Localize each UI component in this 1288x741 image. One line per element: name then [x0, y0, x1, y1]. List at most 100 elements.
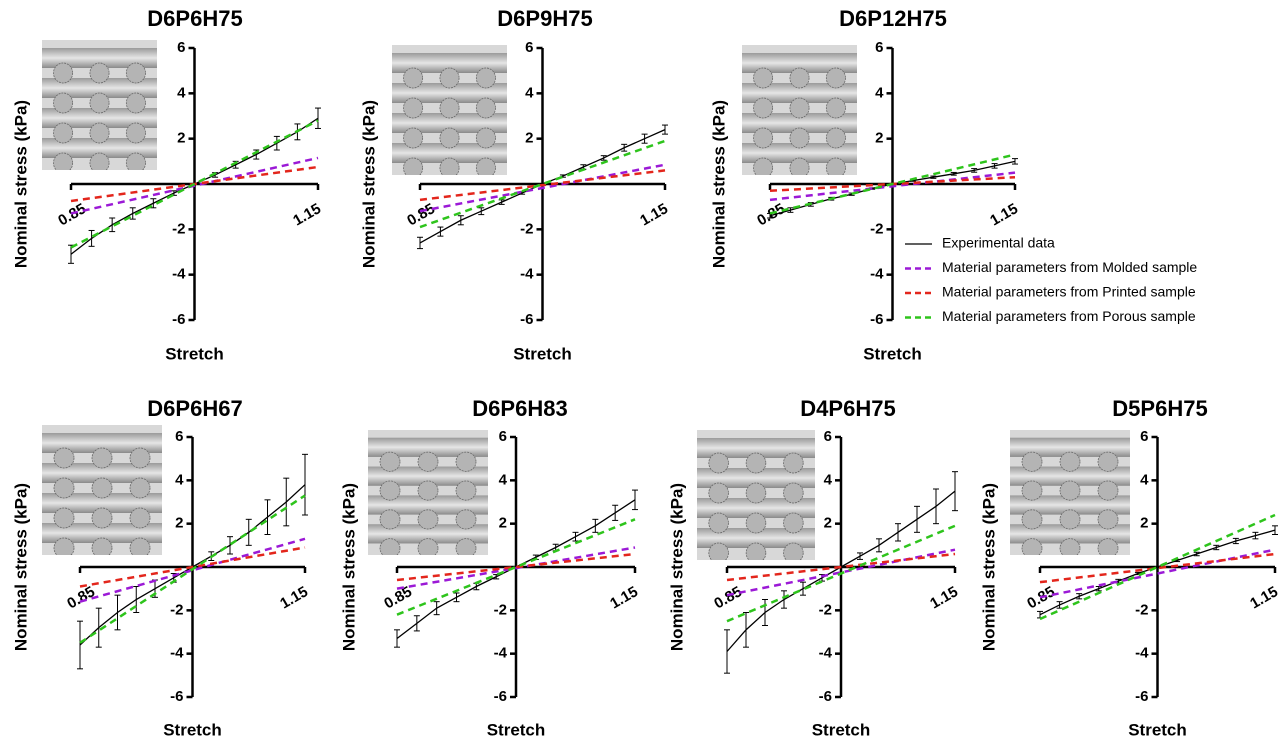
- error-bar: [724, 630, 730, 673]
- legend-label: Material parameters from Molded sample: [942, 259, 1197, 275]
- y-tick-label: 2: [499, 515, 507, 532]
- lattice-image: [742, 45, 857, 178]
- error-bar: [762, 600, 768, 626]
- y-tick-label: -4: [520, 266, 534, 283]
- error-bar: [876, 539, 882, 552]
- error-bar: [1096, 587, 1102, 591]
- error-bar: [115, 595, 121, 630]
- chart-title: D6P12H75: [839, 6, 947, 31]
- y-tick-label: -2: [819, 601, 832, 618]
- error-bar: [1076, 594, 1082, 599]
- y-tick-label: 2: [824, 515, 832, 532]
- error-bar: [573, 532, 579, 541]
- y-axis-label: Nominal stress (kPa): [979, 483, 998, 651]
- error-bar: [68, 245, 74, 263]
- y-tick-label: 6: [499, 428, 507, 445]
- chart-title: D6P6H83: [472, 396, 567, 421]
- x-tick-label: 1.15: [1247, 583, 1281, 612]
- y-tick-label: -4: [870, 266, 884, 283]
- y-axis-label: Nominal stress (kPa): [709, 100, 728, 268]
- y-tick-label: -2: [520, 220, 533, 237]
- x-axis-label: Stretch: [513, 344, 572, 363]
- x-tick-label: 0.85: [711, 583, 745, 612]
- lattice-image: [42, 40, 157, 173]
- error-bar: [933, 489, 939, 524]
- y-tick-label: 4: [824, 471, 833, 488]
- chart-title: D6P6H67: [147, 396, 242, 421]
- y-axis-label: Nominal stress (kPa): [359, 100, 378, 268]
- y-tick-label: -6: [520, 311, 533, 328]
- error-bar: [283, 478, 289, 526]
- x-axis-label: Stretch: [163, 720, 222, 739]
- y-tick-label: -4: [1135, 645, 1149, 662]
- x-tick-label: 0.85: [55, 200, 89, 229]
- error-bar: [662, 125, 668, 134]
- legend-label: Material parameters from Printed sample: [942, 284, 1196, 300]
- error-bar: [77, 621, 83, 669]
- x-tick-label: 0.85: [404, 200, 438, 229]
- x-tick-label: 1.15: [290, 200, 324, 229]
- error-bar: [414, 616, 420, 631]
- figure: D6P6H75 Nominal stress (kPa) Stretch -6 -4 -2…: [0, 0, 1288, 741]
- x-axis-label: Stretch: [165, 344, 224, 363]
- chart-title: D4P6H75: [800, 396, 895, 421]
- legend-label: Material parameters from Porous sample: [942, 308, 1196, 324]
- error-bar: [437, 227, 443, 236]
- y-tick-label: -4: [819, 645, 833, 662]
- chart-title: D5P6H75: [1112, 396, 1207, 421]
- lattice-image: [42, 425, 162, 558]
- error-bar: [454, 593, 460, 602]
- y-tick-label: 6: [824, 428, 832, 445]
- chart-title: D6P9H75: [497, 6, 592, 31]
- lattice-image: [368, 430, 488, 558]
- y-tick-label: 4: [499, 471, 508, 488]
- y-tick-label: -2: [870, 220, 883, 237]
- error-bar: [743, 613, 749, 648]
- error-bar: [1213, 545, 1219, 549]
- error-bar: [96, 608, 102, 647]
- error-bar: [914, 506, 920, 532]
- error-bar: [592, 519, 598, 532]
- x-axis-label: Stretch: [487, 720, 546, 739]
- error-bar: [952, 472, 958, 511]
- error-bar: [857, 553, 863, 560]
- error-bar: [478, 208, 484, 215]
- error-bar: [612, 505, 618, 520]
- y-tick-label: 4: [177, 84, 186, 101]
- y-tick-label: 4: [525, 84, 534, 101]
- y-tick-label: 2: [1140, 515, 1148, 532]
- y-tick-label: 2: [875, 130, 883, 147]
- y-axis-label: Nominal stress (kPa): [667, 483, 686, 651]
- y-tick-label: -4: [494, 645, 508, 662]
- chart-title: D6P6H75: [147, 6, 242, 31]
- y-tick-label: 2: [177, 130, 185, 147]
- y-axis-label: Nominal stress (kPa): [11, 100, 30, 268]
- y-tick-label: -4: [170, 645, 184, 662]
- y-tick-label: 6: [525, 39, 533, 56]
- lattice-image: [1010, 430, 1130, 558]
- x-axis-label: Stretch: [1128, 720, 1187, 739]
- error-bar: [302, 454, 308, 515]
- x-tick-label: 1.15: [987, 200, 1021, 229]
- error-bar: [1057, 602, 1063, 609]
- y-tick-label: 6: [175, 428, 183, 445]
- y-tick-label: -2: [170, 601, 183, 618]
- lattice-image: [392, 45, 507, 178]
- x-axis-label: Stretch: [863, 344, 922, 363]
- y-tick-label: 6: [177, 39, 185, 56]
- x-tick-label: 1.15: [637, 200, 671, 229]
- error-bar: [642, 134, 648, 143]
- error-bar: [315, 108, 321, 128]
- y-tick-label: 2: [525, 130, 533, 147]
- y-tick-label: 2: [175, 515, 183, 532]
- y-tick-label: -6: [494, 688, 507, 705]
- x-tick-label: 1.15: [277, 583, 311, 612]
- y-tick-label: -2: [172, 220, 185, 237]
- error-bar: [632, 490, 638, 510]
- lattice-image: [697, 430, 815, 563]
- y-axis-label: Nominal stress (kPa): [11, 483, 30, 651]
- error-bar: [394, 630, 400, 647]
- y-axis-label: Nominal stress (kPa): [339, 483, 358, 651]
- y-tick-label: -6: [819, 688, 832, 705]
- y-tick-label: -4: [172, 266, 186, 283]
